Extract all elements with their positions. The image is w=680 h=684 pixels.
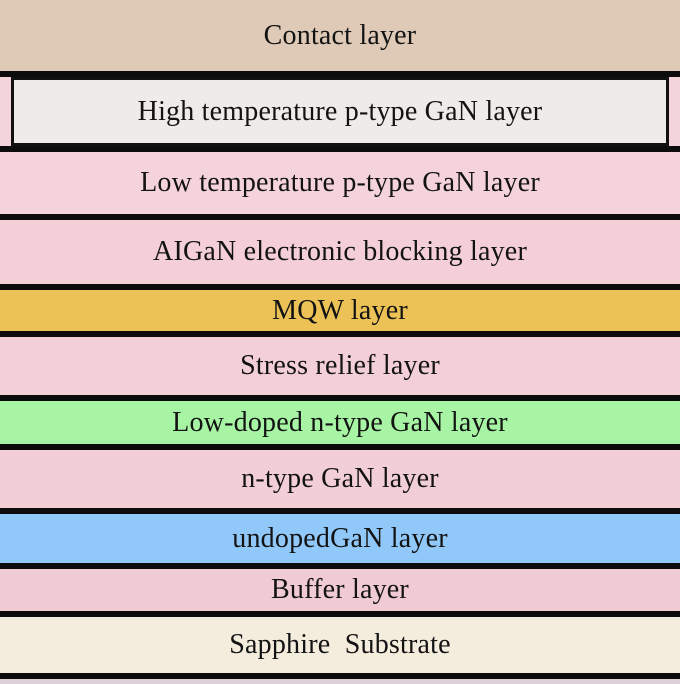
layer-label: Low-doped n-type GaN layer — [172, 406, 508, 438]
layer-row-n-type-gan-layer: n-type GaN layer — [0, 450, 680, 508]
layer-separator — [0, 563, 680, 569]
layer-separator — [0, 71, 680, 77]
layer-label: Contact layer — [263, 19, 417, 51]
layer-label: Sapphire Substrate — [229, 629, 451, 660]
layer-row-undopedgan-layer: undopedGaN layer — [0, 514, 680, 563]
layer-row-contact-layer: Contact layer — [0, 0, 680, 71]
layer-row-buffer-layer: Buffer layer — [0, 569, 680, 611]
bottom-edge-strip — [0, 679, 680, 684]
layer-label: High temperature p-type GaN layer — [137, 95, 543, 127]
layer-separator — [0, 214, 680, 220]
layer-row-high-temperature-p-type-gan-layer: High temperature p-type GaN layer — [0, 77, 680, 146]
layer-row-aigan-electronic-blocking-layer: AIGaN electronic blocking layer — [0, 220, 680, 284]
layer-separator — [0, 146, 680, 152]
layer-label: AIGaN electronic blocking layer — [153, 236, 527, 267]
layer-label: Stress relief layer — [240, 350, 440, 381]
layer-label: undopedGaN layer — [232, 522, 448, 554]
layer-label: Buffer layer — [271, 574, 409, 605]
layer-row-mqw-layer: MQW layer — [0, 290, 680, 331]
layer-row-low-temperature-p-type-gan-layer: Low temperature p-type GaN layer — [0, 152, 680, 214]
layer-separator — [0, 611, 680, 617]
layer-row-sapphire-substrate: Sapphire Substrate — [0, 617, 680, 673]
layer-label: MQW layer — [272, 294, 408, 326]
layer-separator — [0, 673, 680, 679]
layer-separator — [0, 395, 680, 401]
layer-label: Low temperature p-type GaN layer — [140, 167, 540, 198]
layer-separator — [0, 284, 680, 290]
layer-inset-box: High temperature p-type GaN layer — [11, 77, 669, 146]
layer-row-stress-relief-layer: Stress relief layer — [0, 337, 680, 395]
layer-separator — [0, 331, 680, 337]
layer-separator — [0, 508, 680, 514]
layer-row-low-doped-n-type-gan-layer: Low-doped n-type GaN layer — [0, 401, 680, 444]
layer-label: n-type GaN layer — [241, 463, 439, 494]
layer-separator — [0, 444, 680, 450]
